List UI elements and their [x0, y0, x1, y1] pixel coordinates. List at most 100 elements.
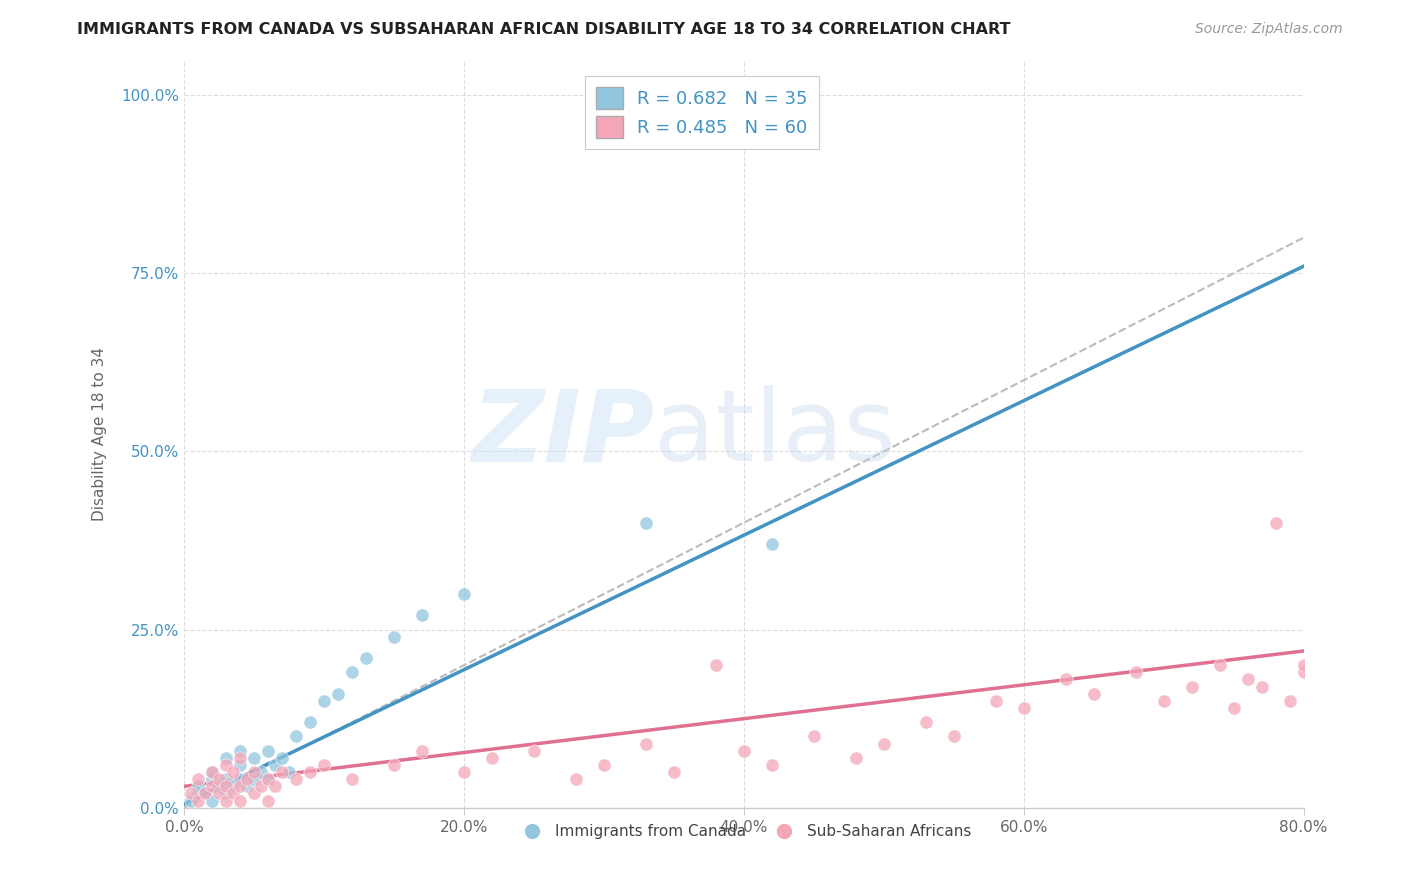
Point	[187, 772, 209, 787]
Point	[1083, 687, 1105, 701]
Text: IMMIGRANTS FROM CANADA VS SUBSAHARAN AFRICAN DISABILITY AGE 18 TO 34 CORRELATION: IMMIGRANTS FROM CANADA VS SUBSAHARAN AFR…	[77, 22, 1011, 37]
Point	[340, 772, 363, 787]
Point	[285, 772, 308, 787]
Point	[326, 687, 349, 701]
Point	[222, 787, 245, 801]
Point	[208, 780, 231, 794]
Point	[873, 737, 896, 751]
Point	[382, 630, 405, 644]
Point	[1181, 680, 1204, 694]
Point	[215, 758, 238, 772]
Text: atlas: atlas	[654, 385, 896, 483]
Point	[257, 772, 280, 787]
Point	[1222, 701, 1244, 715]
Y-axis label: Disability Age 18 to 34: Disability Age 18 to 34	[93, 347, 107, 521]
Point	[1054, 673, 1077, 687]
Point	[201, 765, 224, 780]
Point	[257, 794, 280, 808]
Point	[208, 772, 231, 787]
Point	[285, 730, 308, 744]
Point	[1250, 680, 1272, 694]
Point	[523, 744, 546, 758]
Point	[340, 665, 363, 680]
Point	[312, 758, 335, 772]
Point	[229, 744, 252, 758]
Point	[1236, 673, 1258, 687]
Point	[942, 730, 965, 744]
Point	[634, 516, 657, 530]
Point	[634, 737, 657, 751]
Point	[180, 787, 202, 801]
Point	[704, 658, 727, 673]
Point	[229, 758, 252, 772]
Point	[1153, 694, 1175, 708]
Point	[1278, 694, 1301, 708]
Point	[1292, 658, 1315, 673]
Point	[215, 751, 238, 765]
Point	[250, 765, 273, 780]
Point	[201, 794, 224, 808]
Point	[382, 758, 405, 772]
Point	[803, 730, 825, 744]
Point	[215, 780, 238, 794]
Point	[264, 758, 287, 772]
Point	[271, 765, 294, 780]
Point	[1012, 701, 1035, 715]
Text: ZIP: ZIP	[471, 385, 654, 483]
Point	[194, 787, 217, 801]
Point	[411, 608, 433, 623]
Point	[229, 780, 252, 794]
Point	[411, 744, 433, 758]
Point	[180, 794, 202, 808]
Point	[187, 787, 209, 801]
Point	[453, 587, 475, 601]
Point	[215, 794, 238, 808]
Point	[194, 787, 217, 801]
Point	[1292, 665, 1315, 680]
Point	[229, 794, 252, 808]
Point	[1264, 516, 1286, 530]
Point	[733, 744, 755, 758]
Point	[593, 758, 616, 772]
Point	[298, 765, 321, 780]
Point	[257, 744, 280, 758]
Point	[222, 765, 245, 780]
Point	[215, 787, 238, 801]
Point	[201, 772, 224, 787]
Point	[243, 751, 266, 765]
Point	[187, 780, 209, 794]
Text: Source: ZipAtlas.com: Source: ZipAtlas.com	[1195, 22, 1343, 37]
Point	[914, 715, 936, 730]
Point	[312, 694, 335, 708]
Point	[298, 715, 321, 730]
Point	[984, 694, 1007, 708]
Point	[187, 794, 209, 808]
Point	[250, 780, 273, 794]
Point	[1208, 658, 1230, 673]
Point	[761, 758, 783, 772]
Point	[271, 751, 294, 765]
Point	[453, 765, 475, 780]
Point	[229, 772, 252, 787]
Point	[761, 537, 783, 551]
Point	[222, 780, 245, 794]
Point	[257, 772, 280, 787]
Point	[264, 780, 287, 794]
Point	[845, 751, 868, 765]
Point	[354, 651, 377, 665]
Point	[201, 780, 224, 794]
Legend: Immigrants from Canada, Sub-Saharan Africans: Immigrants from Canada, Sub-Saharan Afri…	[510, 818, 977, 845]
Point	[208, 787, 231, 801]
Point	[243, 787, 266, 801]
Point	[215, 772, 238, 787]
Point	[243, 772, 266, 787]
Point	[236, 780, 259, 794]
Point	[243, 765, 266, 780]
Point	[201, 765, 224, 780]
Point	[1125, 665, 1147, 680]
Point	[662, 765, 685, 780]
Point	[278, 765, 301, 780]
Point	[229, 751, 252, 765]
Point	[481, 751, 503, 765]
Point	[565, 772, 588, 787]
